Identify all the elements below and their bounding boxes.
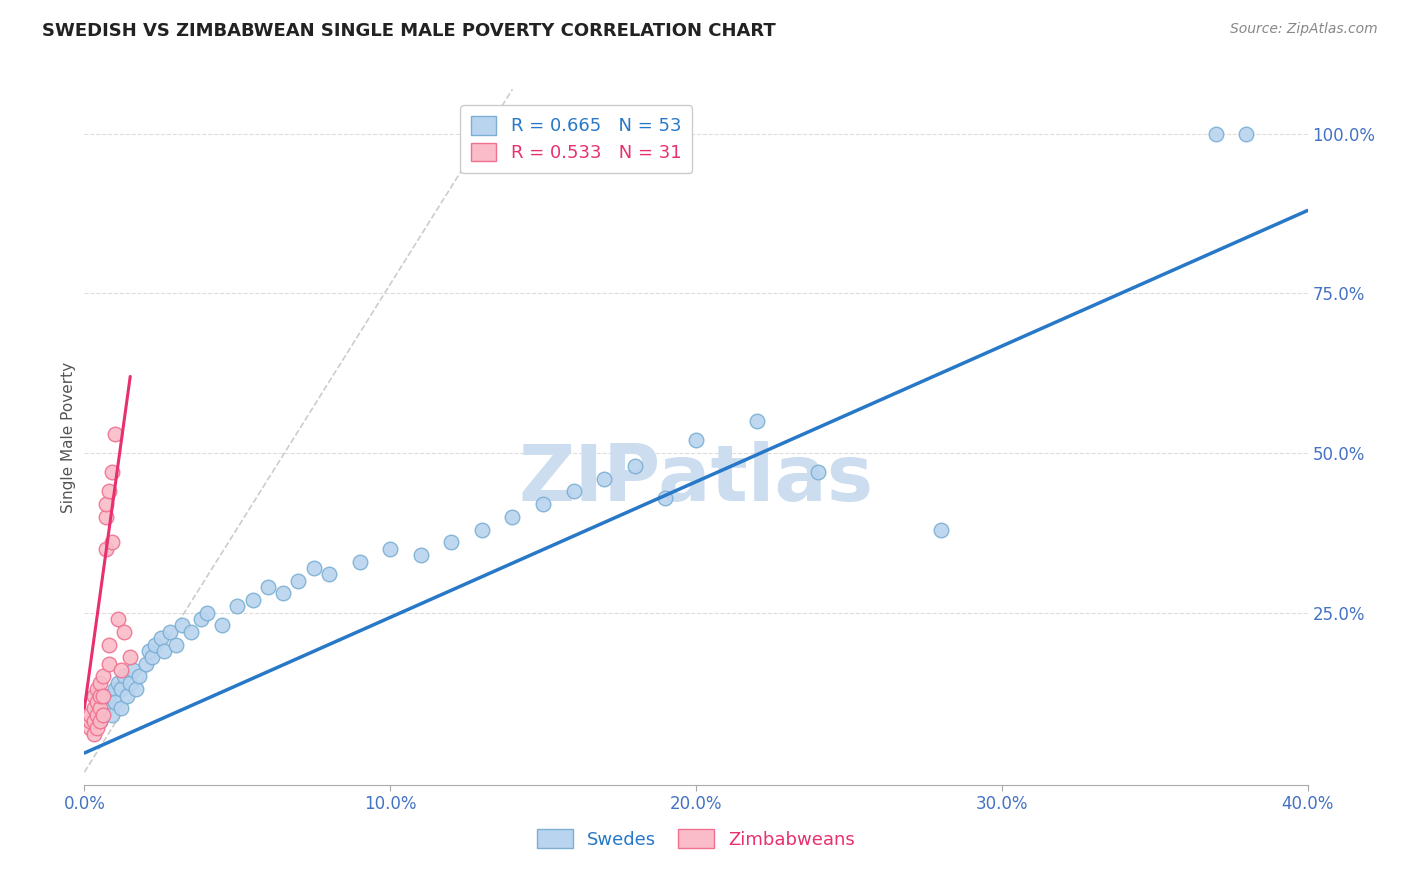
Point [226, 599, 249, 614]
Point [83, 689, 105, 703]
Point [349, 555, 371, 569]
Point [190, 612, 212, 626]
Point [83, 701, 105, 715]
Point [79, 707, 101, 722]
Point [1234, 127, 1257, 141]
Point [135, 657, 157, 671]
Point [89, 707, 111, 722]
Point [195, 606, 218, 620]
Point [104, 682, 127, 697]
Point [141, 650, 163, 665]
Point [97, 689, 120, 703]
Point [257, 580, 280, 594]
Text: SWEDISH VS ZIMBABWEAN SINGLE MALE POVERTY CORRELATION CHART: SWEDISH VS ZIMBABWEAN SINGLE MALE POVERT… [42, 22, 776, 40]
Point [115, 689, 138, 703]
Point [120, 650, 142, 665]
Point [929, 523, 952, 537]
Point [89, 701, 111, 715]
Point [159, 624, 181, 639]
Point [101, 465, 124, 479]
Point [86, 721, 108, 735]
Point [471, 523, 494, 537]
Point [165, 638, 187, 652]
Point [747, 414, 769, 428]
Point [89, 676, 111, 690]
Point [79, 721, 101, 735]
Point [91, 707, 114, 722]
Point [120, 676, 142, 690]
Point [654, 491, 676, 505]
Point [110, 663, 132, 677]
Point [110, 682, 132, 697]
Point [89, 689, 111, 703]
Point [104, 695, 127, 709]
Point [89, 714, 111, 728]
Point [101, 707, 124, 722]
Point [83, 727, 105, 741]
Point [409, 548, 432, 562]
Point [79, 714, 101, 728]
Point [502, 509, 524, 524]
Point [242, 592, 264, 607]
Y-axis label: Single Male Poverty: Single Male Poverty [60, 361, 76, 513]
Point [94, 509, 117, 524]
Point [104, 426, 127, 441]
Point [271, 586, 294, 600]
Point [94, 541, 117, 556]
Point [1205, 127, 1227, 141]
Point [94, 497, 117, 511]
Point [97, 638, 120, 652]
Point [624, 458, 647, 473]
Point [86, 707, 108, 722]
Point [107, 612, 129, 626]
Point [112, 669, 135, 683]
Point [138, 644, 160, 658]
Point [83, 714, 105, 728]
Point [593, 472, 616, 486]
Point [125, 682, 148, 697]
Text: ZIPatlas: ZIPatlas [519, 441, 873, 516]
Point [86, 695, 108, 709]
Point [91, 689, 114, 703]
Point [172, 618, 194, 632]
Point [143, 638, 166, 652]
Point [180, 624, 202, 639]
Point [685, 434, 707, 448]
Point [91, 669, 114, 683]
Point [531, 497, 554, 511]
Point [440, 535, 463, 549]
Point [287, 574, 309, 588]
Point [149, 631, 172, 645]
Point [318, 567, 340, 582]
Point [94, 701, 117, 715]
Point [153, 644, 176, 658]
Point [211, 618, 233, 632]
Point [101, 535, 124, 549]
Point [128, 669, 150, 683]
Point [110, 701, 132, 715]
Text: Source: ZipAtlas.com: Source: ZipAtlas.com [1230, 22, 1378, 37]
Point [97, 657, 120, 671]
Point [807, 465, 830, 479]
Point [562, 484, 585, 499]
Legend: Swedes, Zimbabweans: Swedes, Zimbabweans [530, 822, 862, 856]
Point [89, 714, 111, 728]
Point [107, 676, 129, 690]
Point [302, 561, 325, 575]
Point [122, 663, 145, 677]
Point [86, 682, 108, 697]
Point [112, 624, 135, 639]
Point [97, 484, 120, 499]
Point [380, 541, 402, 556]
